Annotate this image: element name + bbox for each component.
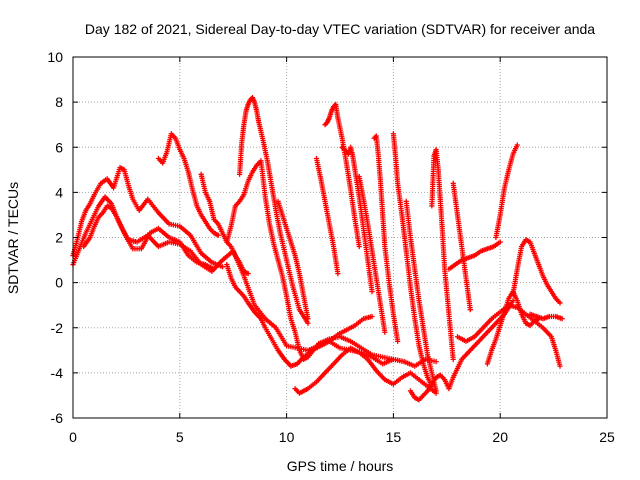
data-series bbox=[70, 95, 565, 403]
x-axis-label: GPS time / hours bbox=[287, 458, 394, 474]
x-tick-label: 20 bbox=[492, 429, 508, 445]
data-point bbox=[219, 264, 226, 270]
data-point bbox=[356, 243, 362, 250]
y-tick-label: 2 bbox=[55, 230, 63, 246]
y-axis-label: SDTVAR / TECUs bbox=[5, 182, 21, 294]
series-trace-13 bbox=[339, 144, 375, 295]
series-trace-9 bbox=[275, 198, 311, 322]
data-point bbox=[305, 316, 311, 322]
data-point bbox=[433, 358, 439, 365]
x-tick-label: 15 bbox=[386, 429, 402, 445]
series-trace-12 bbox=[322, 101, 362, 250]
series-trace-17 bbox=[403, 198, 439, 394]
grid-lines bbox=[73, 57, 607, 418]
axis-ticks: 0 5 10 15 20 25 -6 -4 -2 0 2 4 6 8 10 bbox=[47, 49, 615, 445]
series-trace-22 bbox=[493, 142, 520, 241]
series-trace-11 bbox=[313, 155, 341, 277]
x-tick-label: 10 bbox=[279, 429, 295, 445]
series-trace-14 bbox=[356, 173, 388, 335]
series-trace-16 bbox=[390, 131, 435, 390]
series-trace-7 bbox=[237, 95, 311, 326]
y-tick-label: -2 bbox=[51, 320, 64, 336]
data-point bbox=[467, 307, 473, 313]
y-tick-label: -6 bbox=[51, 410, 64, 426]
data-point bbox=[245, 271, 251, 277]
series-trace-2 bbox=[70, 164, 226, 270]
series-trace-24 bbox=[510, 237, 563, 306]
data-point bbox=[559, 316, 565, 322]
data-point bbox=[211, 266, 217, 272]
data-point bbox=[450, 356, 456, 362]
data-point bbox=[215, 232, 221, 238]
data-point bbox=[382, 329, 388, 335]
y-tick-label: 0 bbox=[55, 275, 63, 291]
data-point bbox=[497, 239, 503, 245]
series-trace-20 bbox=[407, 298, 516, 403]
data-point bbox=[369, 313, 375, 320]
data-point bbox=[401, 358, 407, 365]
series-trace-15 bbox=[371, 133, 401, 344]
data-point bbox=[335, 271, 341, 277]
series-trace-21 bbox=[446, 239, 503, 272]
series-trace-26 bbox=[527, 311, 565, 322]
y-tick-label: 10 bbox=[47, 49, 63, 65]
y-tick-label: 8 bbox=[55, 94, 63, 110]
x-tick-label: 5 bbox=[176, 429, 184, 445]
y-tick-label: 6 bbox=[55, 139, 63, 155]
x-tick-label: 0 bbox=[69, 429, 77, 445]
data-point bbox=[395, 338, 401, 344]
data-point bbox=[433, 388, 439, 394]
data-point bbox=[514, 142, 520, 148]
y-tick-label: -4 bbox=[51, 365, 64, 381]
data-point bbox=[305, 320, 311, 326]
data-point bbox=[557, 363, 563, 369]
data-point bbox=[369, 289, 375, 295]
series-trace-19 bbox=[450, 180, 473, 313]
series-trace-10 bbox=[292, 345, 439, 396]
series-trace-25 bbox=[454, 302, 563, 369]
x-tick-label: 25 bbox=[599, 429, 615, 445]
data-point bbox=[557, 300, 563, 306]
y-tick-label: 4 bbox=[55, 184, 63, 200]
series-trace-8 bbox=[224, 261, 375, 369]
series-trace-3 bbox=[81, 203, 217, 272]
chart-title: Day 182 of 2021, Sidereal Day-to-day VTE… bbox=[85, 21, 595, 37]
series-trace-4 bbox=[155, 131, 221, 238]
series-trace-5 bbox=[198, 171, 251, 277]
series-trace-18 bbox=[429, 146, 456, 362]
